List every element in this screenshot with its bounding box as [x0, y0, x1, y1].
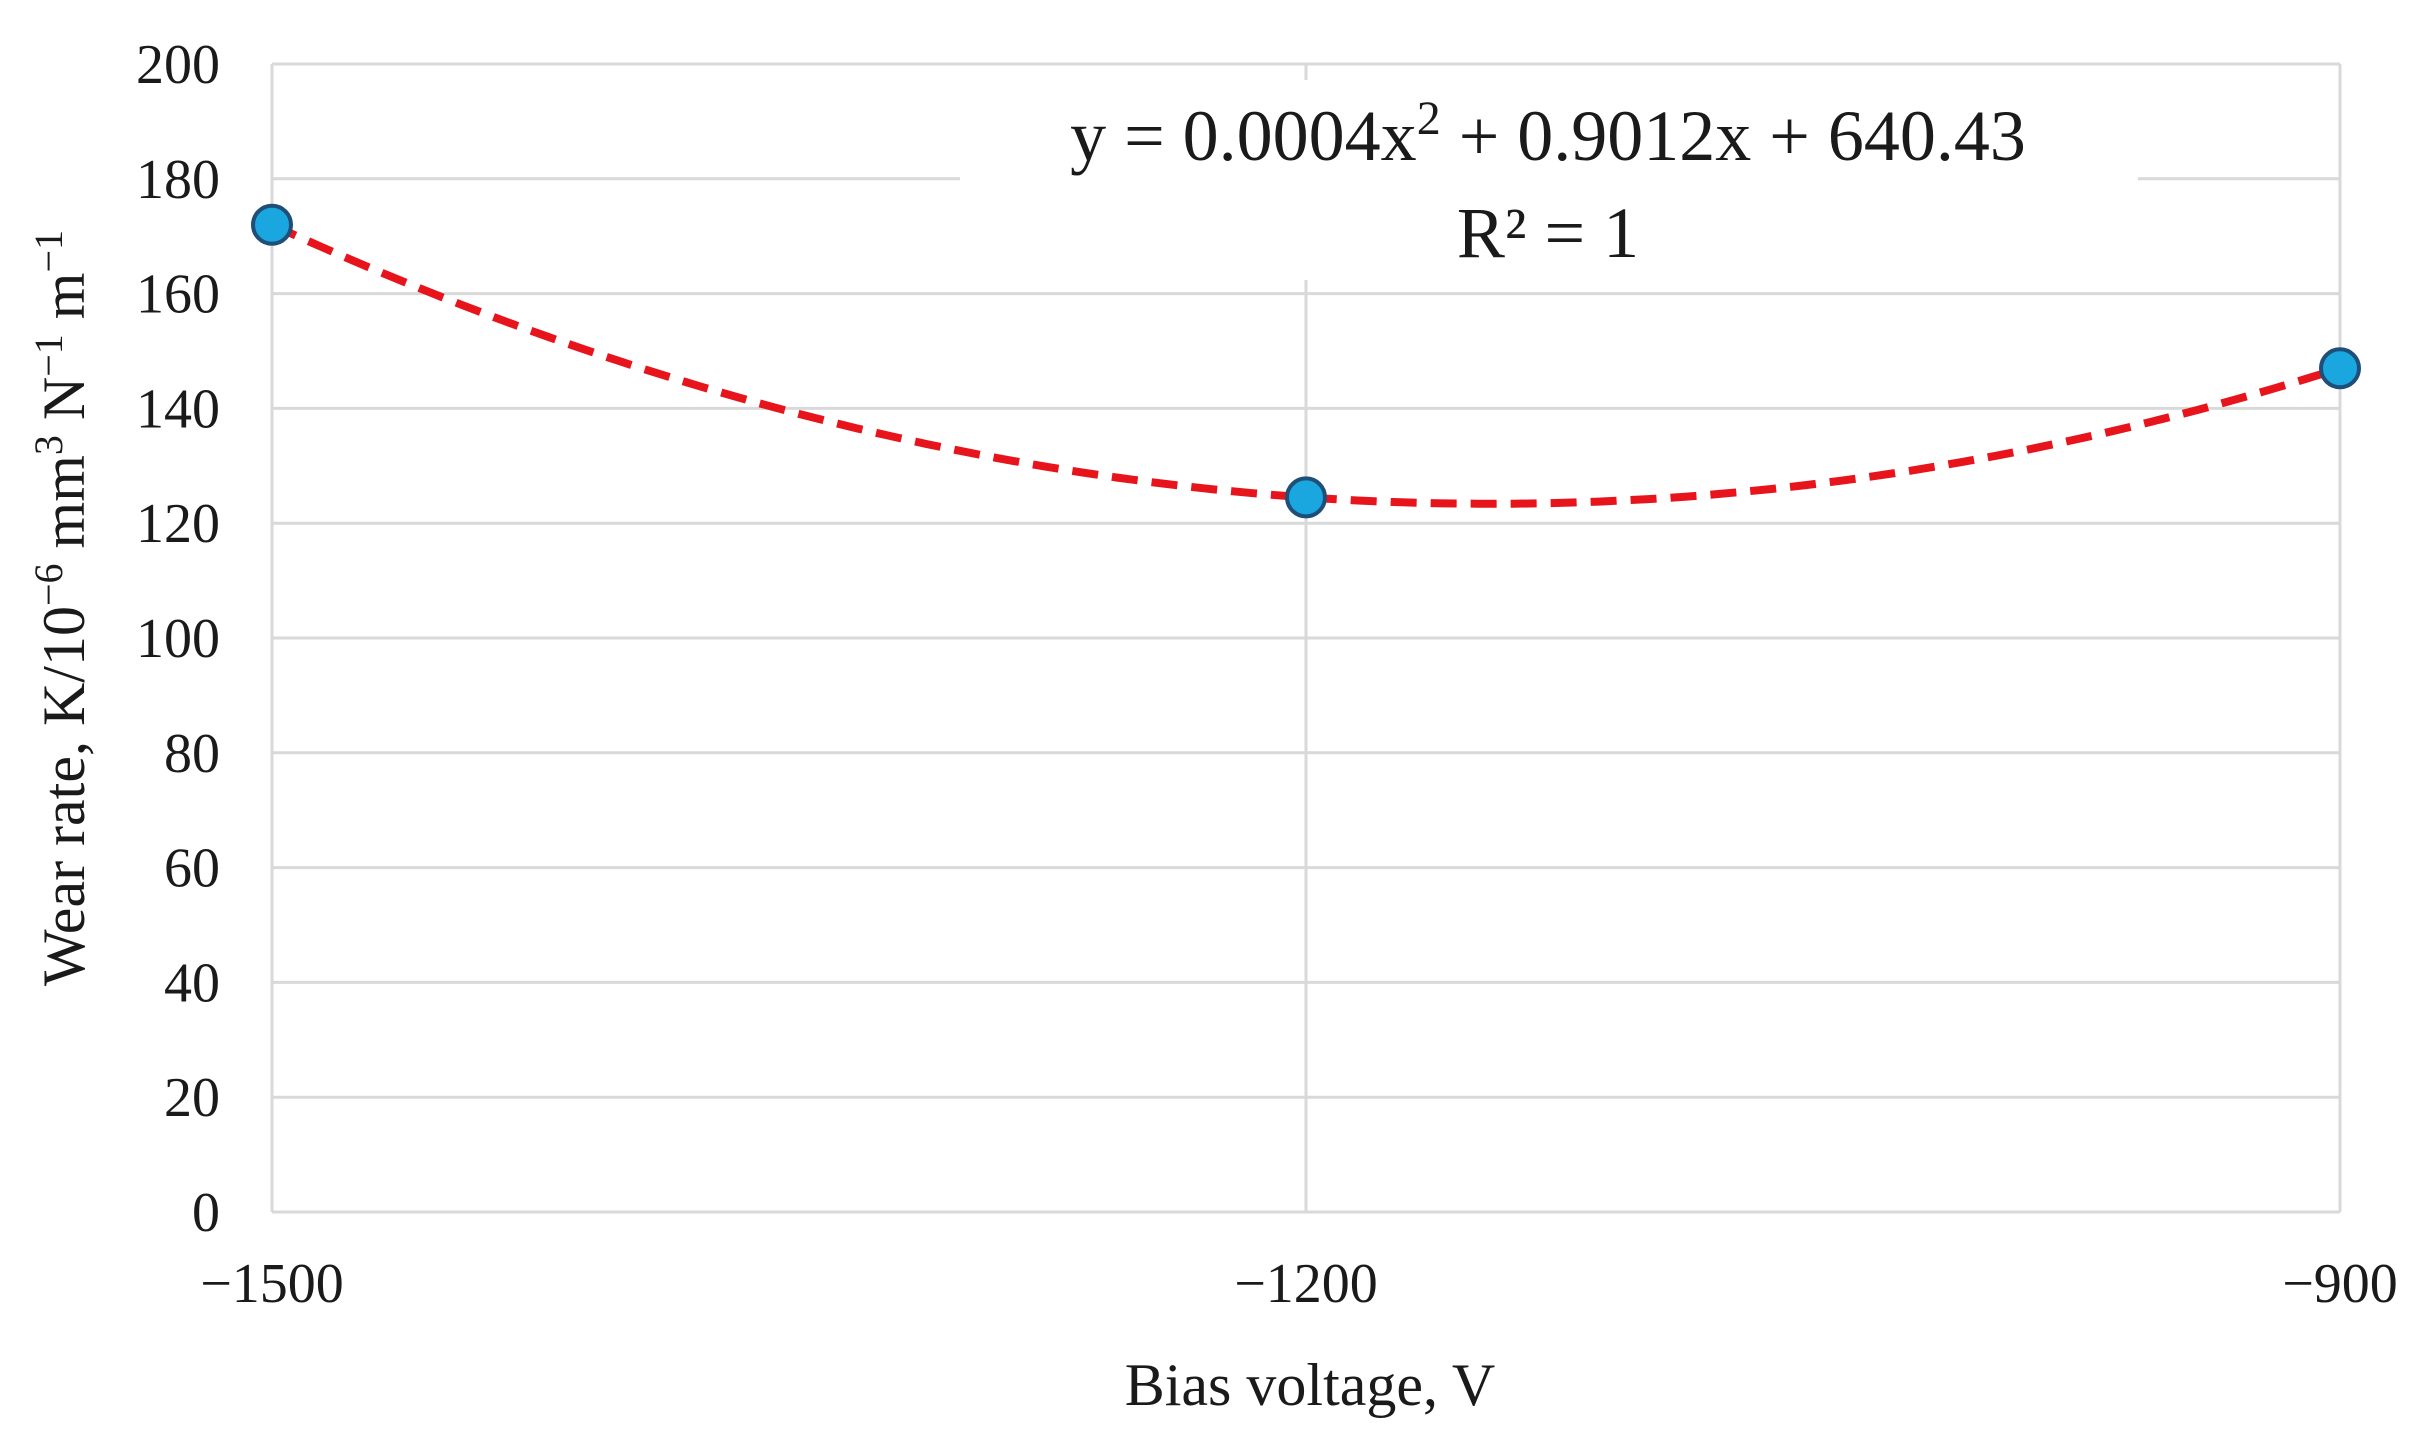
y-tick-label: 80 — [164, 723, 220, 785]
y-tick-label: 100 — [136, 608, 220, 670]
grid — [270, 62, 2342, 1214]
text-run: N — [31, 377, 97, 435]
y-tick-label: 20 — [164, 1067, 220, 1129]
superscript: −1 — [26, 334, 71, 377]
text-run: Wear rate, K/10 — [31, 606, 97, 986]
x-tick-label: −900 — [2282, 1253, 2398, 1315]
trendline-layer — [270, 221, 2342, 508]
x-tick-label: −1500 — [200, 1253, 344, 1315]
y-tick-label: 0 — [192, 1182, 220, 1244]
trendline-curve — [270, 221, 2342, 508]
y-tick-label: 60 — [164, 838, 220, 900]
superscript: −1 — [26, 230, 71, 273]
y-axis-title: Wear rate, K/10−6 mm3 N−1 m−1 — [26, 230, 98, 986]
text-run: y = 0.0004x — [1070, 96, 1417, 176]
tick-labels: 0 20 40 60 80 100 120 140 160 180 200 −1500 −1200 −90… — [136, 34, 2398, 1315]
equation-box — [960, 80, 2138, 280]
y-tick-label: 200 — [136, 34, 220, 96]
trendline-equation-text: y = 0.0004x2 + 0.9012x + 640.43 — [1070, 92, 2026, 177]
superscript: 3 — [26, 435, 71, 455]
data-point — [2319, 347, 2361, 390]
y-tick-label: 40 — [164, 952, 220, 1014]
y-tick-label: 120 — [136, 493, 220, 555]
data-points — [251, 203, 2361, 519]
text-run: + 0.9012x + 640.43 — [1441, 96, 2026, 176]
superscript: −6 — [26, 563, 71, 606]
x-tick-label: −1200 — [1234, 1253, 1378, 1315]
y-tick-label: 160 — [136, 264, 220, 326]
y-tick-label: 180 — [136, 149, 220, 211]
text-run: mm — [31, 455, 97, 563]
text-run: m — [31, 273, 97, 335]
x-axis-title: Bias voltage, V — [1125, 1352, 1496, 1418]
superscript: 2 — [1417, 92, 1441, 145]
trendline-equation: y = 0.0004x2 + 0.9012x + 640.43 R² = 1 — [960, 80, 2138, 280]
data-point — [251, 203, 293, 246]
data-point — [1285, 476, 1327, 519]
r-squared-text: R² = 1 — [1457, 193, 1639, 273]
y-tick-label: 140 — [136, 378, 220, 440]
